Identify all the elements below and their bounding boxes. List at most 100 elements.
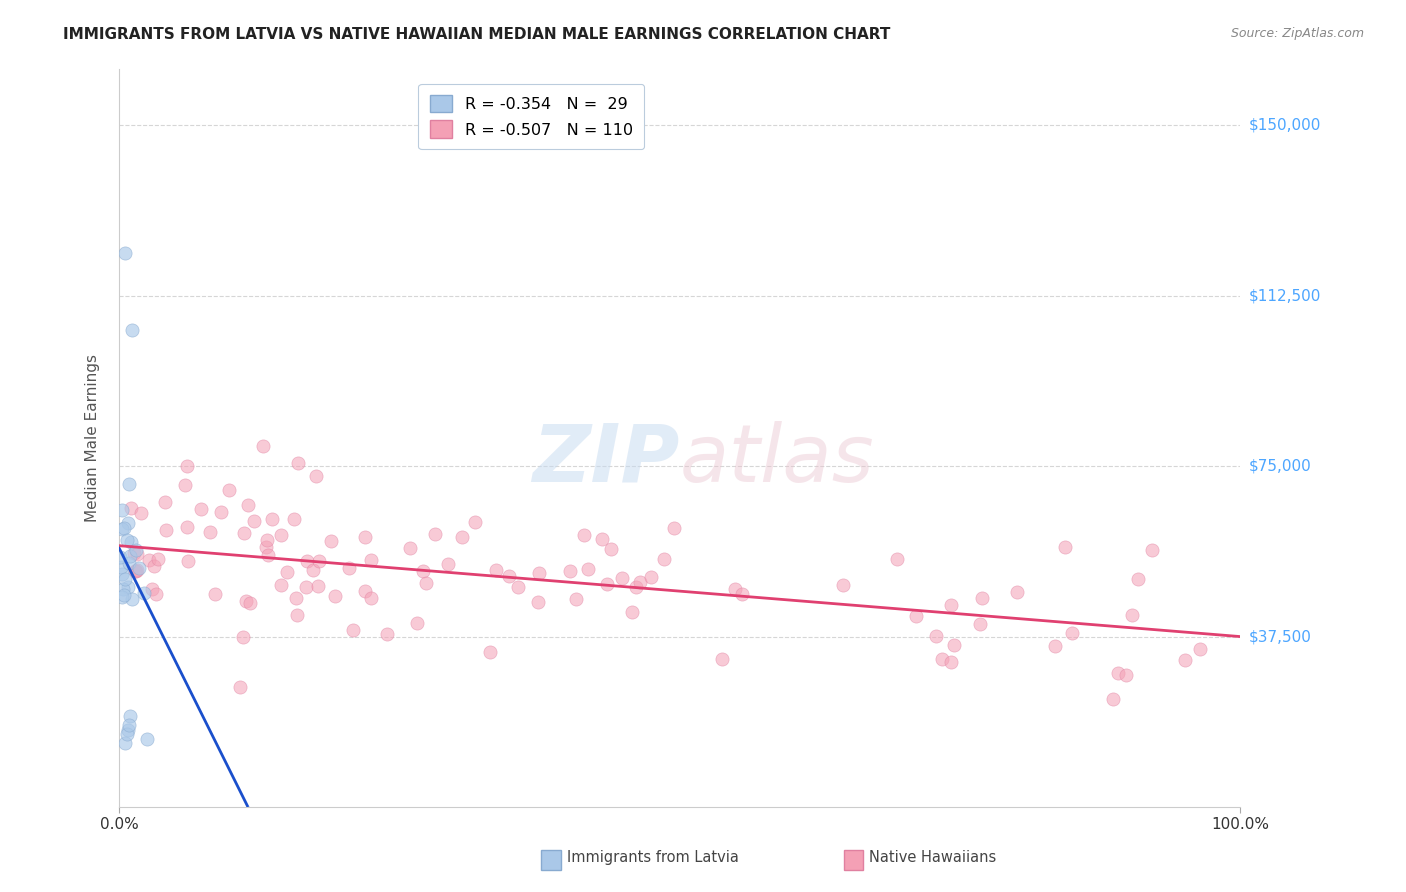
Point <box>111 522 134 536</box>
Point <box>1102 692 1125 706</box>
Point <box>256 540 278 554</box>
Point <box>177 554 200 568</box>
Point <box>1054 540 1077 554</box>
Point <box>176 520 198 534</box>
Point <box>174 477 197 491</box>
Point <box>204 587 226 601</box>
Point <box>233 526 256 541</box>
Text: $37,500: $37,500 <box>1249 629 1312 644</box>
Point <box>652 552 675 566</box>
Point <box>146 551 169 566</box>
Point <box>287 456 309 470</box>
Point <box>970 591 993 605</box>
Point <box>110 549 132 564</box>
Text: $112,500: $112,500 <box>1249 288 1320 303</box>
Text: Source: ZipAtlas.com: Source: ZipAtlas.com <box>1230 27 1364 40</box>
Point <box>596 577 619 591</box>
Point <box>1045 639 1067 653</box>
Text: ZIP: ZIP <box>531 421 679 499</box>
Point <box>138 553 160 567</box>
Point <box>127 563 149 577</box>
Point <box>1189 642 1212 657</box>
Point <box>297 554 319 568</box>
Point <box>931 652 953 666</box>
Point <box>276 565 298 579</box>
Point <box>115 533 138 547</box>
Point <box>337 561 360 575</box>
Point <box>270 528 292 542</box>
Point <box>117 580 139 594</box>
Point <box>626 580 648 594</box>
Point <box>415 576 437 591</box>
Point <box>285 607 308 622</box>
Point <box>832 577 855 591</box>
Point <box>232 630 254 644</box>
Text: atlas: atlas <box>679 421 875 499</box>
Point <box>640 570 662 584</box>
Point <box>110 560 132 574</box>
Point <box>124 564 146 578</box>
Point <box>479 645 502 659</box>
Point <box>305 469 328 483</box>
Point <box>118 718 141 732</box>
Point <box>112 521 135 535</box>
Point <box>1107 665 1129 680</box>
Point <box>295 580 318 594</box>
Point <box>132 586 155 600</box>
Point <box>731 587 754 601</box>
Point <box>129 506 152 520</box>
Point <box>1121 607 1143 622</box>
Point <box>943 638 966 652</box>
Point <box>591 533 613 547</box>
Point <box>121 591 143 606</box>
Point <box>256 533 278 547</box>
Point <box>209 506 232 520</box>
Point <box>235 594 257 608</box>
Point <box>155 523 177 537</box>
Point <box>398 541 420 556</box>
Point <box>572 528 595 542</box>
Point <box>153 494 176 508</box>
Point <box>252 440 274 454</box>
Point <box>406 616 429 631</box>
Point <box>120 549 142 563</box>
Point <box>120 534 142 549</box>
Point <box>886 551 908 566</box>
Point <box>599 542 621 557</box>
Text: Immigrants from Latvia: Immigrants from Latvia <box>567 850 738 865</box>
Point <box>270 578 292 592</box>
Point <box>342 623 364 637</box>
Point <box>353 530 375 544</box>
Point <box>118 477 141 491</box>
Point <box>630 575 652 590</box>
Point <box>375 626 398 640</box>
Point <box>565 591 588 606</box>
Point <box>176 458 198 473</box>
Point <box>969 617 991 632</box>
Point <box>939 656 962 670</box>
Point <box>508 580 530 594</box>
Point <box>412 564 434 578</box>
Point <box>120 709 142 723</box>
Point <box>941 598 963 612</box>
Point <box>111 503 134 517</box>
Point <box>122 546 145 560</box>
Point <box>114 245 136 260</box>
Point <box>128 561 150 575</box>
Point <box>710 652 733 666</box>
Point <box>463 516 485 530</box>
Point <box>285 591 308 605</box>
Point <box>498 568 520 582</box>
Point <box>118 556 141 570</box>
Text: $150,000: $150,000 <box>1249 118 1320 133</box>
Point <box>1115 668 1137 682</box>
Point <box>198 525 221 540</box>
Point <box>576 561 599 575</box>
Point <box>485 563 508 577</box>
Point <box>1060 625 1083 640</box>
Point <box>127 547 149 561</box>
Legend: R = -0.354   N =  29, R = -0.507   N = 110: R = -0.354 N = 29, R = -0.507 N = 110 <box>419 84 644 149</box>
Point <box>302 563 325 577</box>
Point <box>112 588 135 602</box>
Point <box>724 582 747 596</box>
